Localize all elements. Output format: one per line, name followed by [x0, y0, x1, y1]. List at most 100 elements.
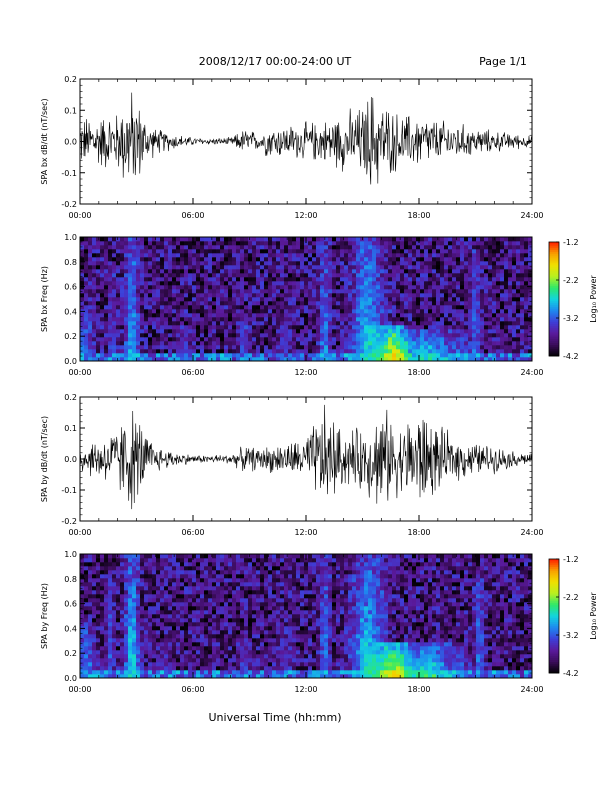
spectrogram-cell — [352, 321, 357, 326]
spectrogram-cell — [360, 349, 365, 354]
spectrogram-cell — [112, 237, 117, 242]
spectrogram-cell — [96, 245, 101, 250]
spectrogram-cell — [264, 297, 269, 302]
spectrogram-cell — [232, 341, 237, 346]
spectrogram-cell — [212, 638, 217, 643]
spectrogram-cell — [516, 341, 521, 346]
spectrogram-cell — [284, 650, 289, 655]
spectrogram-cell — [112, 650, 117, 655]
spectrogram-cell — [404, 654, 409, 659]
spectrogram-cell — [348, 265, 353, 270]
spectrogram-cell — [244, 285, 249, 290]
spectrogram-cell — [276, 281, 281, 286]
spectrogram-cell — [296, 313, 301, 318]
spectrogram-cell — [284, 265, 289, 270]
spectrogram-cell — [152, 658, 157, 663]
spectrogram-cell — [340, 670, 345, 675]
spectrogram-cell — [488, 297, 493, 302]
spectrogram-cell — [152, 289, 157, 294]
spectrogram-cell — [236, 317, 241, 322]
spectrogram-cell — [480, 349, 485, 354]
spectrogram-cell — [292, 253, 297, 258]
spectrogram-cell — [200, 253, 205, 258]
spectrogram-cell — [416, 329, 421, 334]
spectrogram-cell — [448, 245, 453, 250]
spectrogram-cell — [400, 670, 405, 675]
spectrogram-cell — [340, 321, 345, 326]
spectrogram-cell — [136, 281, 141, 286]
spectrogram-cell — [228, 642, 233, 647]
spectrogram-cell — [148, 349, 153, 354]
spectrogram-cell — [524, 261, 529, 266]
spectrogram-cell — [376, 285, 381, 290]
spectrogram-cell — [112, 273, 117, 278]
spectrogram-cell — [524, 245, 529, 250]
spectrogram-cell — [252, 642, 257, 647]
spectrogram-cell — [460, 349, 465, 354]
spectrogram-cell — [168, 650, 173, 655]
spectrogram-cell — [348, 674, 353, 679]
spectrogram-cell — [396, 297, 401, 302]
spectrogram-cell — [200, 662, 205, 667]
spectrogram-cell — [520, 293, 525, 298]
spectrogram-cell — [508, 265, 513, 270]
spectrogram-cell — [140, 277, 145, 282]
spectrogram-cell — [304, 257, 309, 262]
spectrogram-cell — [172, 662, 177, 667]
spectrogram-cell — [108, 353, 113, 358]
spectrogram-cell — [392, 658, 397, 663]
spectrogram-cell — [288, 301, 293, 306]
spectrogram-cell — [364, 281, 369, 286]
spectrogram-cell — [164, 313, 169, 318]
spectrogram-cell — [108, 245, 113, 250]
spectrogram-cell — [396, 321, 401, 326]
spectrogram-cell — [172, 245, 177, 250]
spectrogram-cell — [420, 650, 425, 655]
spectrogram-cell — [444, 325, 449, 330]
spectrogram-cell — [496, 269, 501, 274]
spectrogram-cell — [216, 245, 221, 250]
spectrogram-cell — [224, 321, 229, 326]
spectrogram-cell — [80, 662, 85, 667]
spectrogram-cell — [120, 261, 125, 266]
spectrogram-cell — [228, 666, 233, 671]
spectrogram-cell — [364, 353, 369, 358]
spectrogram-cell — [252, 309, 257, 314]
spectrogram-cell — [280, 313, 285, 318]
spectrogram-cell — [340, 297, 345, 302]
spectrogram-cell — [128, 273, 133, 278]
spectrogram-cell — [124, 249, 129, 254]
spectrogram-cell — [404, 281, 409, 286]
spectrogram-cell — [344, 285, 349, 290]
spectrogram-cell — [468, 662, 473, 667]
spectrogram-cell — [520, 321, 525, 326]
spectrogram-cell — [328, 285, 333, 290]
spectrogram-cell — [428, 345, 433, 350]
spectrogram-cell — [392, 269, 397, 274]
colorbar-segment — [549, 274, 559, 277]
spectrogram-cell — [276, 670, 281, 675]
spectrogram-cell — [120, 293, 125, 298]
spectrogram-cell — [428, 293, 433, 298]
spectrogram-cell — [256, 337, 261, 342]
spectrogram-cell — [268, 654, 273, 659]
spectrogram-cell — [492, 317, 497, 322]
spectrogram-cell — [484, 341, 489, 346]
spectrogram-cell — [160, 285, 165, 290]
spectrogram-cell — [220, 265, 225, 270]
spectrogram-cell — [320, 265, 325, 270]
spectrogram-cell — [120, 650, 125, 655]
spectrogram-cell — [452, 666, 457, 671]
spectrogram-cell — [152, 253, 157, 258]
spectrogram-cell — [160, 273, 165, 278]
spectrogram-cell — [488, 325, 493, 330]
spectrogram-cell — [184, 353, 189, 358]
spectrogram-cell — [360, 341, 365, 346]
spectrogram-cell — [456, 281, 461, 286]
spectrogram-cell — [528, 237, 533, 242]
spectrogram-cell — [488, 289, 493, 294]
spectrogram-cell — [380, 265, 385, 270]
spectrogram-cell — [212, 670, 217, 675]
spectrogram-cell — [196, 325, 201, 330]
spectrogram-cell — [512, 285, 517, 290]
